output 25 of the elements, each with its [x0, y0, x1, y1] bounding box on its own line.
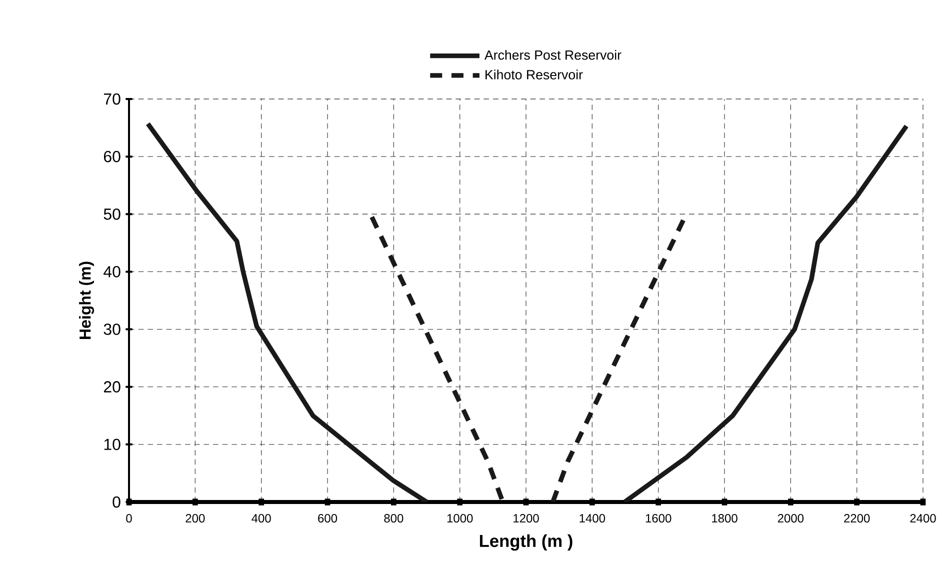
- x-tick-label: 2400: [910, 514, 936, 523]
- legend-label: Kihoto Reservoir: [486, 70, 583, 80]
- x-tick-label: 1600: [646, 514, 672, 523]
- y-axis-title: Height (m): [79, 262, 94, 339]
- x-tick-label: 1200: [514, 514, 539, 523]
- y-tick-label: 60: [104, 150, 120, 162]
- y-tick-label: 0: [112, 496, 120, 508]
- x-tick-label: 2200: [844, 514, 870, 523]
- x-axis-title: Length (m ): [480, 534, 572, 551]
- x-tick-label: 400: [252, 514, 271, 523]
- x-tick-label: 200: [186, 514, 205, 523]
- y-tick-label: 30: [104, 324, 120, 335]
- x-tick-label: 0: [126, 514, 132, 523]
- y-tick-label: 20: [104, 381, 120, 392]
- x-tick-label: 1000: [447, 514, 473, 523]
- y-tick-label: 70: [104, 93, 120, 105]
- y-tick-label: 50: [104, 208, 120, 220]
- x-tick-label: 600: [318, 514, 338, 523]
- x-tick-label: 1400: [580, 514, 606, 523]
- x-tick-label: 800: [384, 514, 404, 523]
- legend-label: Archers Post Reservoir: [484, 50, 622, 60]
- x-tick-label: 2000: [778, 514, 804, 523]
- y-tick-label: 10: [104, 438, 120, 450]
- x-tick-label: 1800: [712, 514, 738, 523]
- y-tick-label: 40: [104, 266, 120, 278]
